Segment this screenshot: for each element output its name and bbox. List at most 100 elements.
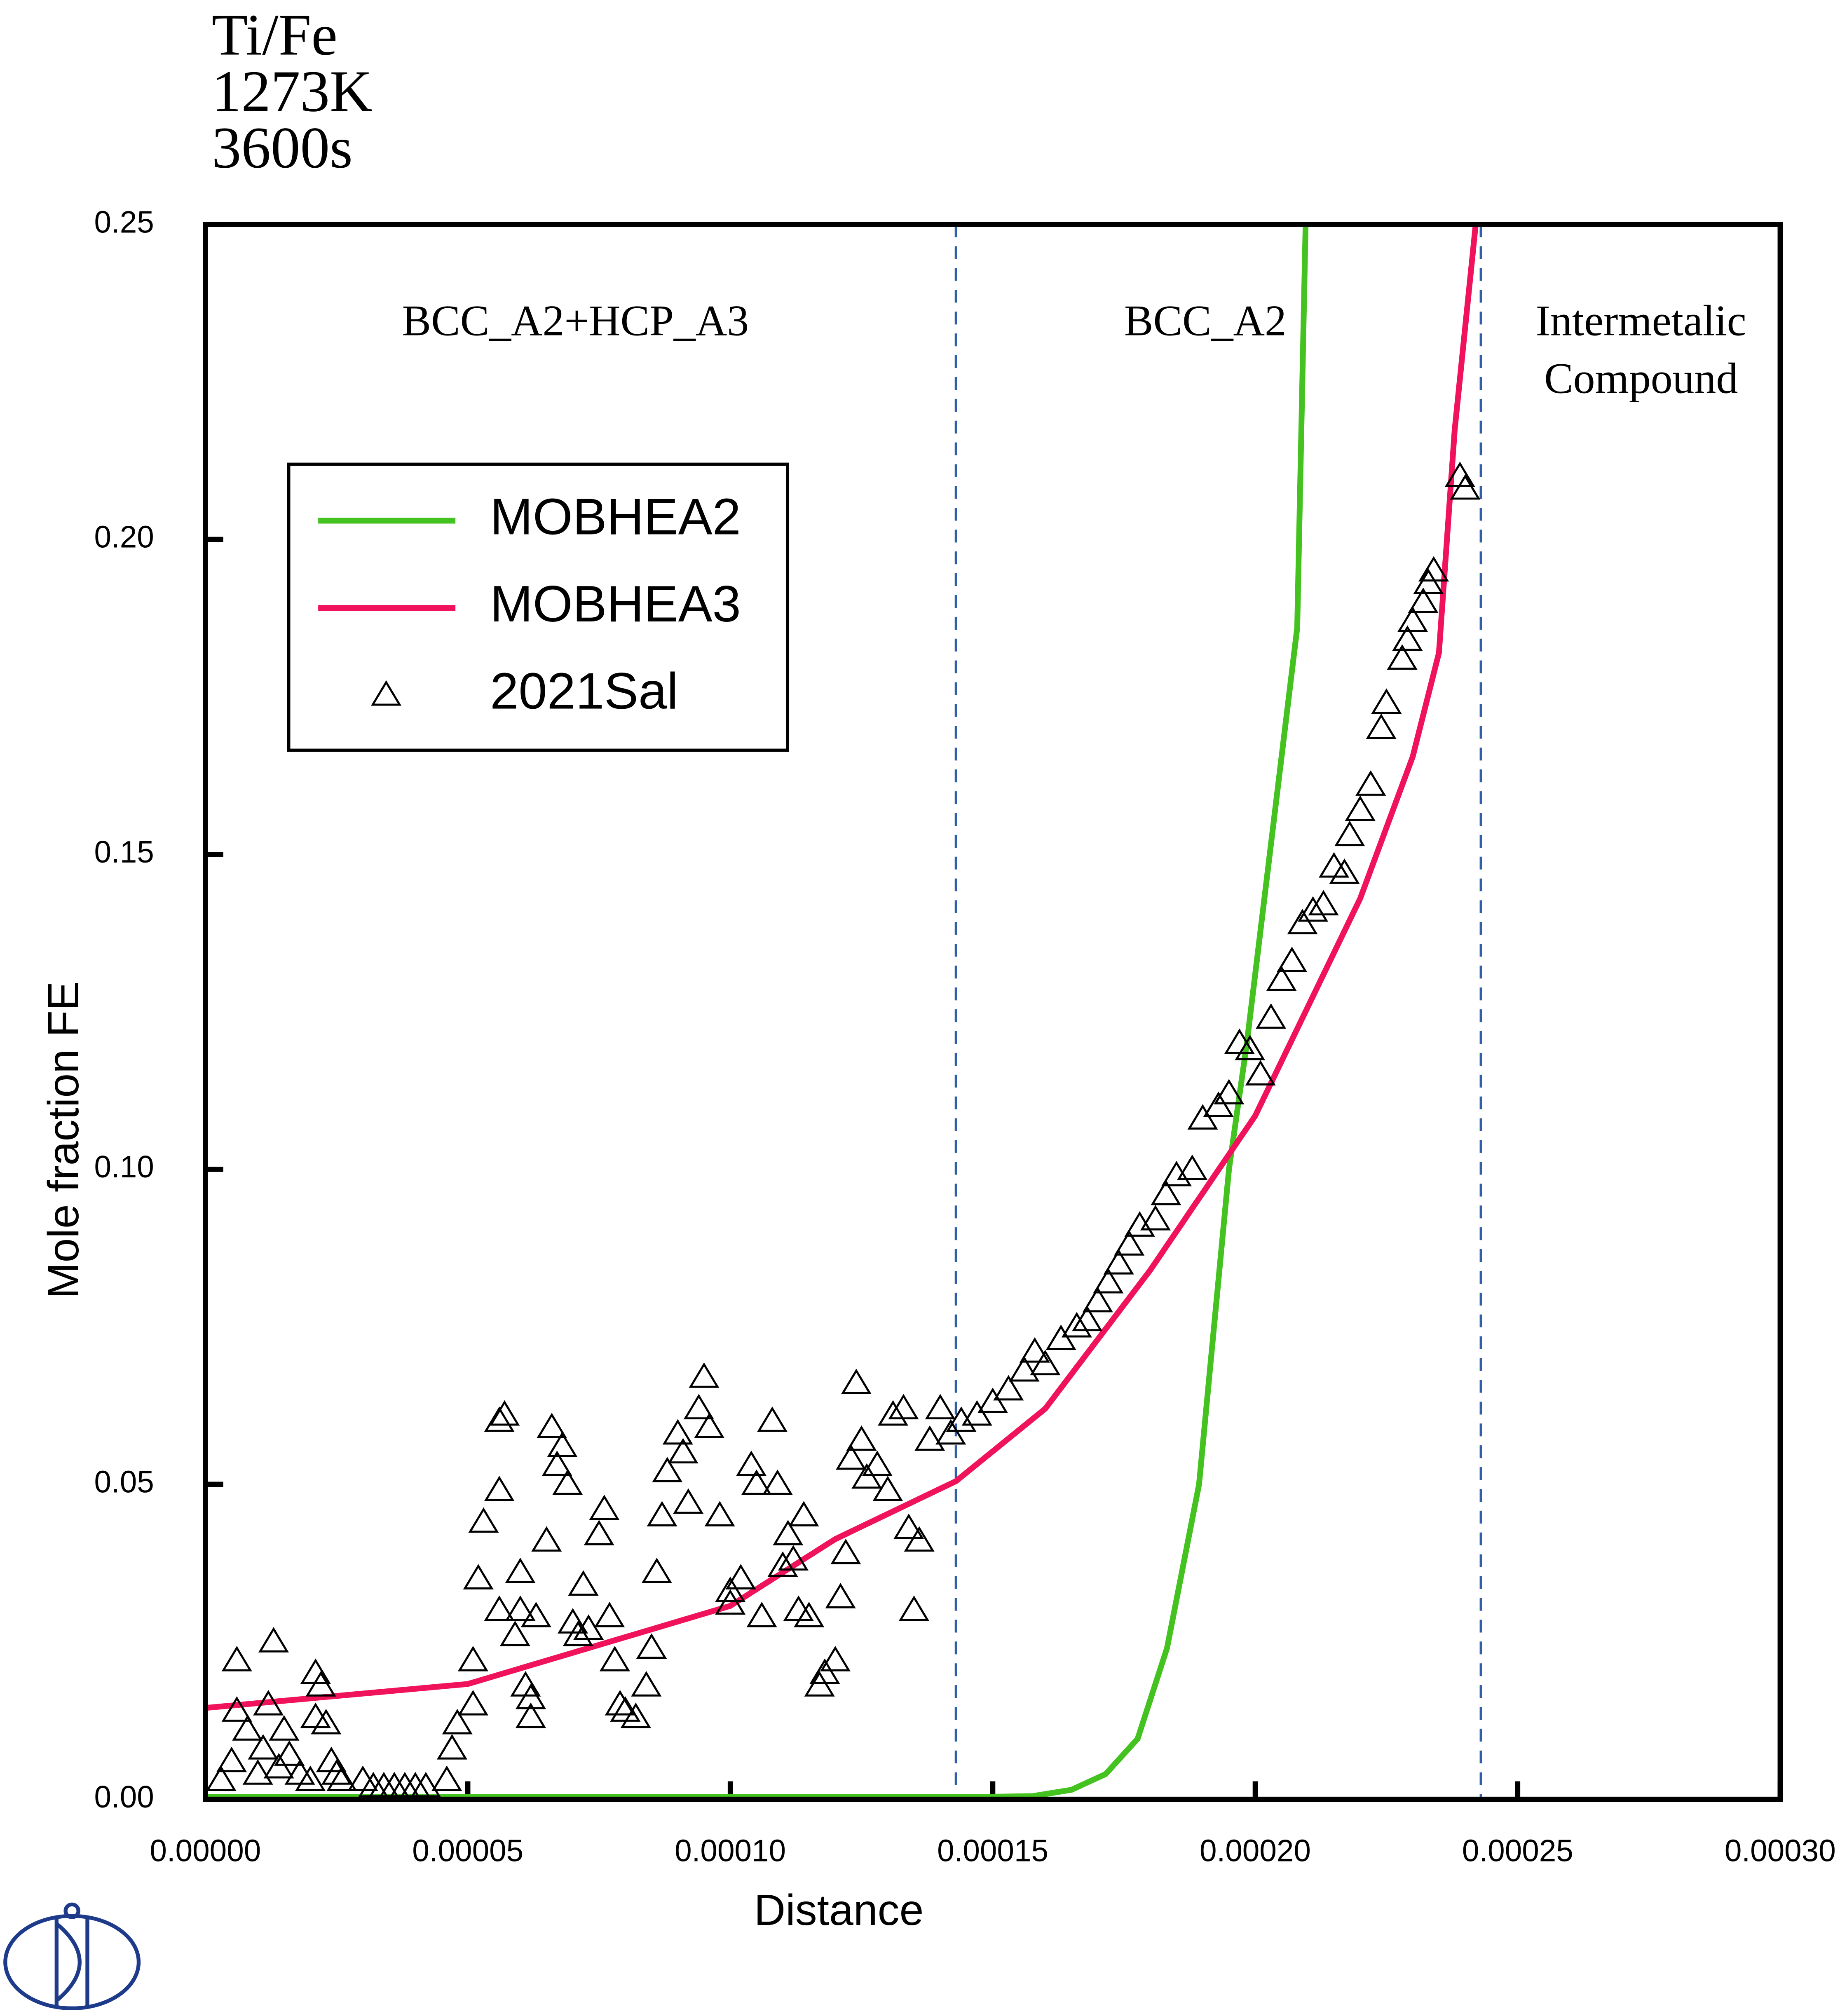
data-point xyxy=(830,1538,861,1564)
data-point xyxy=(326,1765,357,1791)
data-point xyxy=(1082,1287,1113,1313)
data-point xyxy=(683,1394,714,1420)
data-point xyxy=(258,1627,289,1653)
data-point xyxy=(484,1595,515,1621)
data-point xyxy=(599,1646,630,1671)
data-point xyxy=(248,1734,279,1760)
data-point xyxy=(804,1671,835,1697)
y-tick-label: 0.15 xyxy=(94,835,154,869)
data-point xyxy=(668,1438,698,1464)
data-point xyxy=(1045,1324,1076,1350)
data-point xyxy=(457,1646,489,1671)
data-point xyxy=(1214,1079,1245,1104)
data-point xyxy=(841,1369,872,1395)
series-line xyxy=(205,224,1479,1711)
data-point xyxy=(893,1513,924,1539)
legend-label: MOBHEA3 xyxy=(490,575,741,633)
data-point xyxy=(516,1702,546,1728)
data-point xyxy=(652,1457,683,1483)
data-point xyxy=(1245,1060,1276,1086)
data-point xyxy=(541,1450,572,1476)
data-point xyxy=(961,1400,992,1426)
data-point xyxy=(499,1620,530,1646)
data-point xyxy=(232,1715,263,1741)
data-point xyxy=(253,1690,284,1716)
data-point xyxy=(1371,688,1402,714)
data-point xyxy=(520,1601,551,1627)
data-point xyxy=(321,1759,352,1785)
data-point xyxy=(778,1545,809,1571)
series-line xyxy=(205,224,1309,1800)
data-point xyxy=(689,1362,720,1388)
legend: MOBHEA2 MOBHEA3 2021Sal xyxy=(287,462,790,752)
data-point xyxy=(736,1450,767,1476)
data-point xyxy=(741,1469,772,1495)
data-point xyxy=(946,1406,977,1432)
data-point xyxy=(216,1746,247,1772)
data-point xyxy=(563,1620,593,1646)
x-tick-label: 0.00005 xyxy=(412,1833,523,1868)
data-point xyxy=(505,1557,536,1583)
logo xyxy=(3,1902,141,2010)
data-point xyxy=(269,1715,300,1741)
data-point xyxy=(531,1526,562,1552)
data-point xyxy=(1161,1160,1192,1186)
plot-area xyxy=(205,224,1481,1800)
data-point xyxy=(725,1564,756,1589)
data-point xyxy=(1061,1312,1092,1338)
data-point xyxy=(809,1658,840,1684)
data-point xyxy=(977,1388,1008,1413)
data-point xyxy=(862,1450,893,1476)
data-point xyxy=(1318,852,1350,878)
data-point xyxy=(547,1432,578,1457)
data-point xyxy=(783,1595,814,1621)
data-point xyxy=(704,1501,735,1527)
region-label: BCC_A2+HCP_A3 xyxy=(402,296,749,345)
data-point xyxy=(1345,795,1376,821)
data-point xyxy=(1287,909,1318,935)
data-point xyxy=(221,1696,252,1722)
legend-label: MOBHEA2 xyxy=(490,488,741,545)
data-point xyxy=(1397,606,1428,632)
data-point xyxy=(1329,858,1360,884)
data-point xyxy=(1256,1003,1287,1029)
data-point xyxy=(1019,1337,1050,1363)
data-point xyxy=(1387,644,1418,670)
data-point xyxy=(305,1671,336,1697)
data-point xyxy=(442,1709,473,1735)
data-point xyxy=(1266,965,1297,991)
data-point xyxy=(888,1394,919,1420)
data-point xyxy=(715,1576,746,1602)
region-label: Compound xyxy=(1544,354,1738,402)
data-point xyxy=(573,1614,604,1640)
data-point xyxy=(410,1772,441,1798)
data-point xyxy=(846,1425,877,1451)
data-point xyxy=(1235,1035,1266,1060)
data-point xyxy=(584,1520,614,1545)
data-point xyxy=(463,1564,494,1589)
data-point xyxy=(1009,1356,1040,1382)
data-point xyxy=(605,1690,635,1716)
data-point xyxy=(641,1557,672,1583)
chart-title: 1273K xyxy=(212,58,373,124)
data-point xyxy=(1298,896,1329,922)
data-point xyxy=(825,1582,856,1608)
data-point xyxy=(1450,474,1481,500)
data-point xyxy=(1151,1179,1181,1205)
data-point xyxy=(872,1476,903,1501)
data-point xyxy=(221,1646,252,1671)
data-point xyxy=(1203,1091,1234,1117)
data-point xyxy=(1408,587,1439,613)
data-point xyxy=(1103,1249,1134,1275)
data-point xyxy=(263,1753,294,1779)
data-point xyxy=(1308,890,1339,916)
data-point xyxy=(1140,1205,1171,1231)
data-point xyxy=(295,1765,326,1791)
data-point xyxy=(820,1646,851,1671)
data-point xyxy=(468,1507,499,1533)
data-point xyxy=(589,1494,620,1520)
data-point xyxy=(536,1413,567,1439)
data-point xyxy=(631,1671,662,1697)
x-tick-label: 0.00015 xyxy=(937,1833,1048,1868)
